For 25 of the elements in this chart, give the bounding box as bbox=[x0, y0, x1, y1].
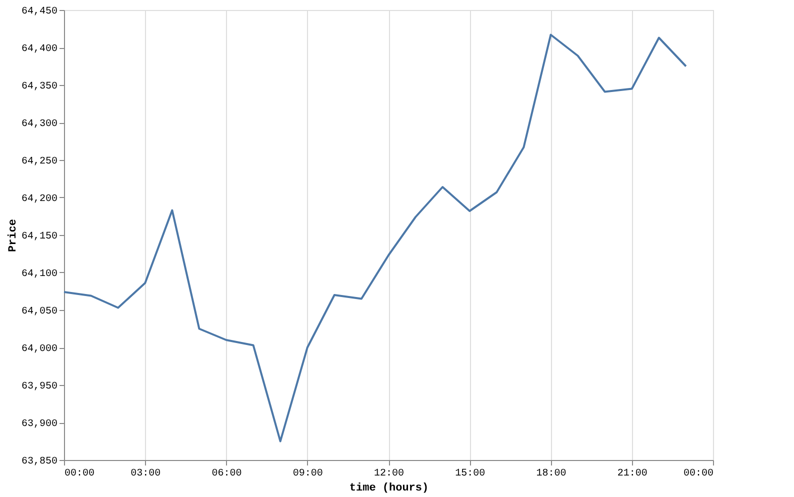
x-tick-label: 03:00 bbox=[130, 468, 161, 480]
y-tick-label: 64,250 bbox=[21, 156, 58, 168]
x-tick-label: 18:00 bbox=[536, 468, 566, 480]
y-tick-label: 64,450 bbox=[21, 6, 58, 18]
y-tick-label: 64,050 bbox=[21, 306, 58, 318]
y-tick-label: 64,100 bbox=[21, 269, 58, 280]
x-tick-label: 15:00 bbox=[455, 468, 486, 480]
y-tick-label: 64,000 bbox=[21, 344, 58, 355]
y-tick-label: 63,850 bbox=[21, 456, 58, 468]
x-tick-label: 00:00 bbox=[683, 468, 714, 480]
x-axis-title: time (hours) bbox=[349, 482, 429, 494]
x-tick-label: 00:00 bbox=[64, 468, 95, 480]
x-tick-label: 21:00 bbox=[617, 468, 648, 480]
line-series bbox=[63, 34, 687, 442]
y-tick-label: 64,300 bbox=[21, 119, 58, 130]
y-tick-label: 64,200 bbox=[21, 194, 58, 205]
y-tick-label: 63,950 bbox=[21, 382, 58, 392]
y-tick-label: 63,900 bbox=[21, 419, 58, 430]
x-tick-label: 12:00 bbox=[374, 468, 404, 480]
y-tick-label: 64,400 bbox=[21, 44, 58, 55]
y-tick-label: 64,150 bbox=[21, 232, 58, 242]
x-tick-label: 09:00 bbox=[292, 468, 323, 480]
y-tick-label: 64,350 bbox=[21, 82, 58, 92]
y-axis-title: Price bbox=[7, 218, 20, 252]
x-tick-label: 06:00 bbox=[212, 468, 242, 480]
